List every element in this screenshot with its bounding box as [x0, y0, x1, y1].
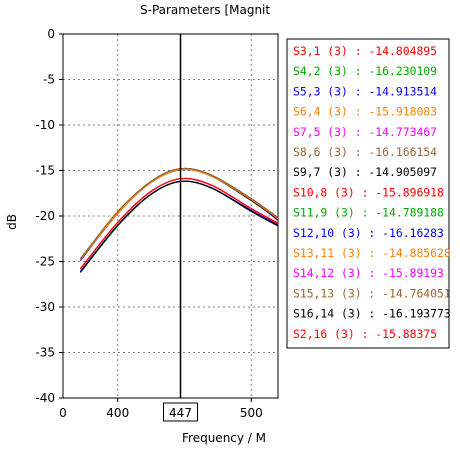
marker-box[interactable] — [163, 402, 199, 422]
legend-entry: S6,4 (3) : -15.918083 — [293, 105, 437, 119]
series-line — [79, 177, 279, 270]
legend-entry: S11,9 (3) : -14.789188 — [293, 206, 444, 220]
series-line — [79, 177, 279, 270]
series-line — [79, 168, 279, 261]
plot-area — [62, 33, 279, 399]
y-tick-label: -40 — [35, 391, 55, 405]
series-lines — [79, 167, 279, 273]
series-line — [79, 180, 279, 273]
legend-entry: S4,2 (3) : -16.230109 — [293, 64, 437, 78]
y-tick-label: 0 — [47, 27, 55, 41]
x-origin-label: 0 — [59, 406, 67, 420]
series-line — [79, 180, 279, 272]
legend: S3,1 (3) : -14.804895 S4,2 (3) : -16.2301… — [286, 38, 451, 349]
y-axis-ticks: 0 -5 -10 -15 -20 -25 -30 -35 -40 — [35, 27, 63, 405]
x-tick-label: 400 — [106, 406, 129, 420]
legend-entry: S7,5 (3) : -14.773467 — [293, 125, 437, 139]
x-axis-label: Frequency / M — [182, 431, 266, 445]
y-tick-label: -15 — [35, 164, 55, 178]
series-line — [79, 180, 279, 272]
legend-entry: S15,13 (3) : -14.764051 — [293, 286, 451, 300]
series-line — [79, 168, 279, 261]
legend-entry: S3,1 (3) : -14.804895 — [293, 44, 437, 58]
frequency-marker[interactable]: 447 — [163, 34, 199, 422]
series-line — [79, 177, 279, 270]
series-line — [79, 180, 279, 273]
legend-entry: S5,3 (3) : -14.913514 — [293, 84, 437, 98]
legend-entry: S14,12 (3) : -15.89193 — [293, 266, 444, 280]
legend-entry: S2,16 (3) : -15.88375 — [293, 327, 437, 341]
legend-entry: S8,6 (3) : -16.166154 — [293, 145, 437, 159]
y-tick-label: -20 — [35, 209, 55, 223]
y-tick-label: -10 — [35, 118, 55, 132]
series-line — [79, 168, 279, 261]
marker-label: 447 — [169, 406, 192, 420]
legend-entry: S10,8 (3) : -15.896918 — [293, 185, 444, 199]
series-line — [79, 177, 279, 270]
y-tick-label: -5 — [43, 73, 55, 87]
legend-entry: S12,10 (3) : -16.16283 — [293, 226, 444, 240]
legend-entry: S16,14 (3) : -16.193773 — [293, 307, 451, 321]
x-axis-ticks: 400 500 0 — [59, 398, 263, 420]
x-tick-label: 500 — [240, 406, 263, 420]
legend-entry: S9,7 (3) : -14.905097 — [293, 165, 437, 179]
y-tick-label: -25 — [35, 255, 55, 269]
chart-title: S-Parameters [Magnit — [140, 3, 270, 17]
legend-box — [286, 38, 450, 349]
grid — [63, 34, 278, 398]
legend-entry: S13,11 (3) : -14.885628 — [293, 246, 451, 260]
y-axis-label: dB — [5, 214, 19, 230]
y-tick-label: -30 — [35, 300, 55, 314]
y-tick-label: -35 — [35, 346, 55, 360]
